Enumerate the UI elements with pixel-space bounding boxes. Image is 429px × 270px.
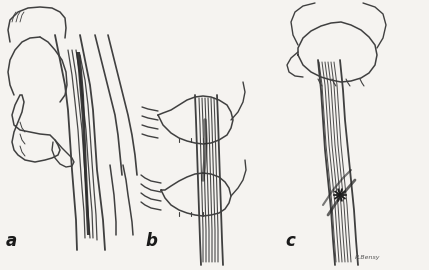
Polygon shape (76, 52, 90, 235)
Text: c: c (285, 232, 295, 250)
Text: b: b (145, 232, 157, 250)
Text: R.Bensy: R.Bensy (355, 255, 381, 260)
Text: a: a (6, 232, 17, 250)
